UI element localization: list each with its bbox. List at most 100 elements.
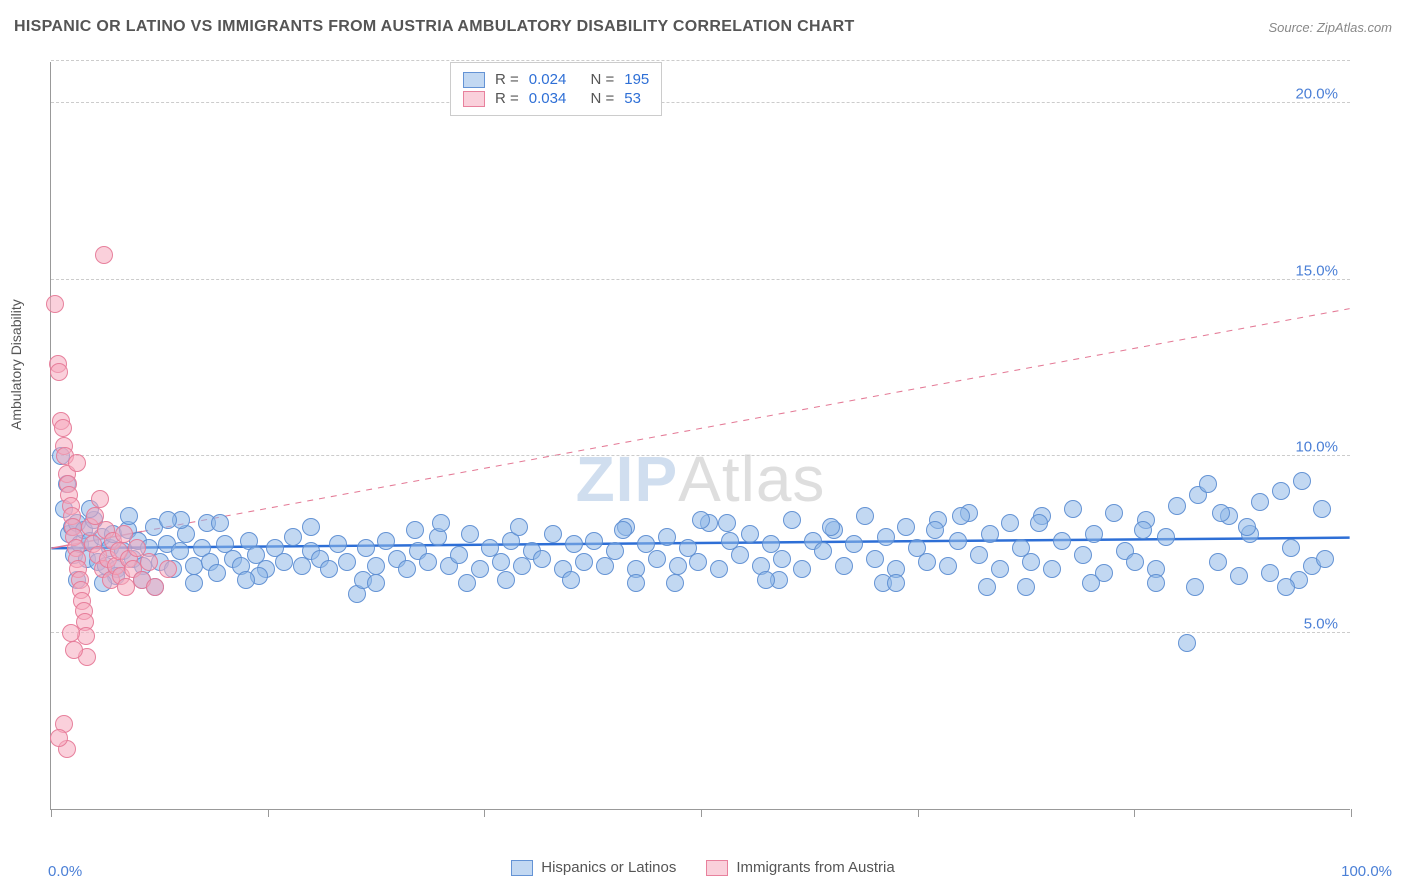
data-point	[585, 532, 603, 550]
data-point	[275, 553, 293, 571]
data-point	[1272, 482, 1290, 500]
data-point	[1209, 553, 1227, 571]
swatch-blue	[463, 72, 485, 88]
data-point	[1282, 539, 1300, 557]
data-point	[689, 553, 707, 571]
data-point	[978, 578, 996, 596]
data-point	[1074, 546, 1092, 564]
data-point	[669, 557, 687, 575]
data-point	[565, 535, 583, 553]
data-point	[614, 521, 632, 539]
series-name: Immigrants from Austria	[736, 859, 894, 876]
data-point	[741, 525, 759, 543]
data-point	[1043, 560, 1061, 578]
data-point	[822, 518, 840, 536]
data-point	[377, 532, 395, 550]
data-point	[50, 729, 68, 747]
gridline-h	[51, 102, 1350, 103]
data-point	[1277, 578, 1295, 596]
x-tick	[484, 809, 485, 817]
data-point	[432, 514, 450, 532]
data-point	[710, 560, 728, 578]
data-point	[91, 490, 109, 508]
x-axis-min-label: 0.0%	[48, 863, 82, 880]
data-point	[68, 454, 86, 472]
data-point	[970, 546, 988, 564]
data-point	[666, 574, 684, 592]
data-point	[159, 511, 177, 529]
data-point	[146, 578, 164, 596]
r-label: R =	[495, 71, 519, 88]
data-point	[302, 518, 320, 536]
data-point	[185, 574, 203, 592]
data-point	[450, 546, 468, 564]
data-point	[544, 525, 562, 543]
data-point	[338, 553, 356, 571]
data-point	[1261, 564, 1279, 582]
data-point	[46, 295, 64, 313]
n-label: N =	[590, 90, 614, 107]
data-point	[939, 557, 957, 575]
x-tick	[918, 809, 919, 817]
data-point	[814, 542, 832, 560]
watermark-atlas: Atlas	[678, 443, 825, 515]
data-point	[562, 571, 580, 589]
y-tick-label: 15.0%	[1295, 262, 1338, 279]
data-point	[510, 518, 528, 536]
data-point	[461, 525, 479, 543]
data-point	[1313, 500, 1331, 518]
data-point	[65, 641, 83, 659]
data-point	[1001, 514, 1019, 532]
data-point	[159, 560, 177, 578]
data-point	[856, 507, 874, 525]
data-point	[793, 560, 811, 578]
data-point	[1212, 504, 1230, 522]
data-point	[887, 574, 905, 592]
data-point	[658, 528, 676, 546]
data-point	[357, 539, 375, 557]
data-point	[773, 550, 791, 568]
data-point	[1168, 497, 1186, 515]
data-point	[1238, 518, 1256, 536]
data-point	[1064, 500, 1082, 518]
x-tick	[1351, 809, 1352, 817]
data-point	[648, 550, 666, 568]
data-point	[1017, 578, 1035, 596]
data-point	[471, 560, 489, 578]
gridline-h	[51, 60, 1350, 61]
data-point	[575, 553, 593, 571]
source-label: Source: ZipAtlas.com	[1268, 20, 1392, 35]
data-point	[367, 557, 385, 575]
data-point	[731, 546, 749, 564]
data-point	[367, 574, 385, 592]
data-point	[1147, 574, 1165, 592]
r-value: 0.034	[529, 90, 567, 107]
watermark-zip: ZIP	[576, 443, 679, 515]
data-point	[952, 507, 970, 525]
x-tick	[1134, 809, 1135, 817]
data-point	[1293, 472, 1311, 490]
data-point	[877, 528, 895, 546]
r-value: 0.024	[529, 71, 567, 88]
data-point	[406, 521, 424, 539]
data-point	[949, 532, 967, 550]
swatch-pink	[463, 91, 485, 107]
data-point	[208, 564, 226, 582]
data-point	[533, 550, 551, 568]
data-point	[845, 535, 863, 553]
chart-title: HISPANIC OR LATINO VS IMMIGRANTS FROM AU…	[14, 18, 855, 36]
x-tick	[268, 809, 269, 817]
r-label: R =	[495, 90, 519, 107]
data-point	[1251, 493, 1269, 511]
data-point	[1105, 504, 1123, 522]
data-point	[419, 553, 437, 571]
data-point	[981, 525, 999, 543]
data-point	[171, 542, 189, 560]
swatch-blue	[511, 860, 533, 876]
legend-series: Hispanics or Latinos Immigrants from Aus…	[0, 859, 1406, 876]
legend-stats: R = 0.024 N = 195 R = 0.034 N = 53	[450, 62, 662, 116]
data-point	[50, 363, 68, 381]
swatch-pink	[706, 860, 728, 876]
data-point	[1022, 553, 1040, 571]
data-point	[991, 560, 1009, 578]
